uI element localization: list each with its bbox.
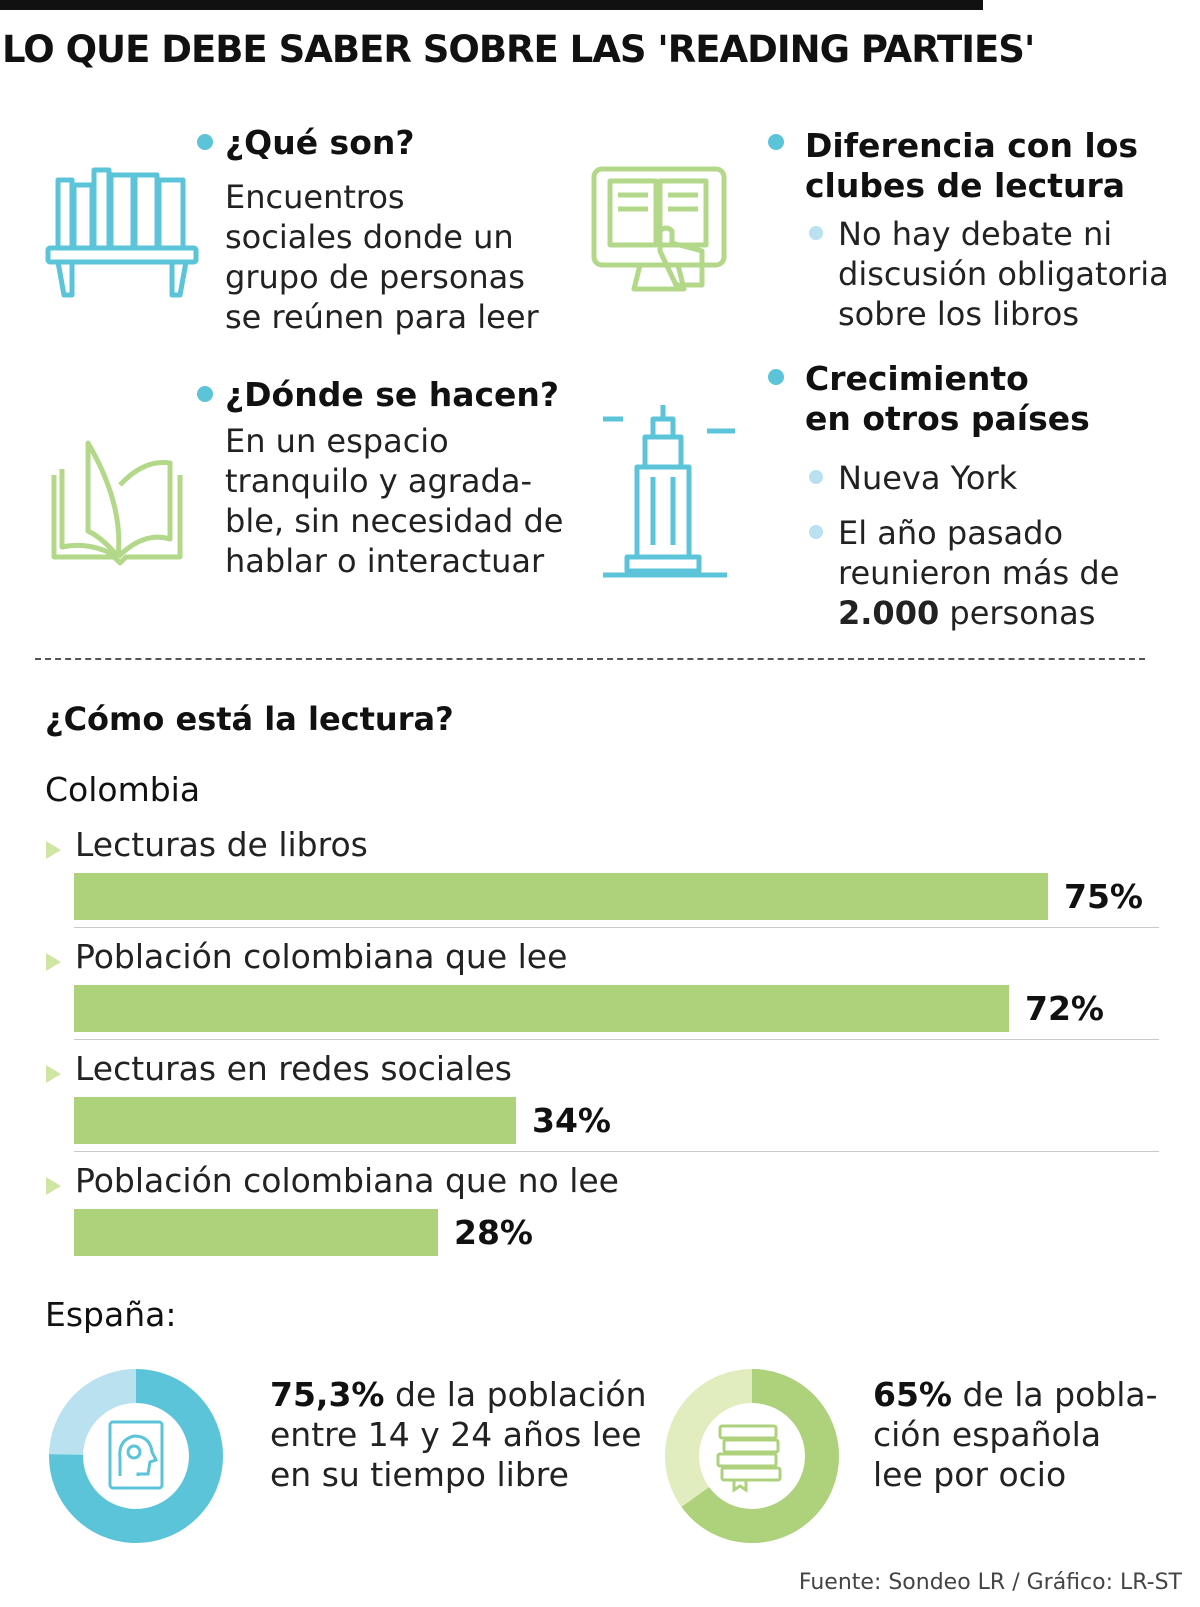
top-rule — [0, 0, 983, 10]
colombia-label: Colombia — [45, 770, 201, 809]
bullet-dot — [197, 386, 213, 402]
donut-chart-2 — [665, 1369, 839, 1543]
bar-category-label: Lecturas de libros — [75, 825, 368, 864]
bar-value-label: 28% — [454, 1213, 533, 1252]
crecimiento-line: reunieron más de — [838, 554, 1120, 592]
donut-1-slice — [49, 1369, 223, 1543]
category-marker — [46, 1065, 61, 1083]
que-son-line: Encuentros — [225, 178, 405, 216]
row-separator — [74, 927, 1159, 928]
donut-2-slice — [665, 1369, 839, 1543]
donut-2-value: 65% — [873, 1375, 952, 1414]
bullet-dot — [768, 134, 784, 150]
stacked-books-icon — [716, 1424, 782, 1493]
bar-value-label: 34% — [532, 1101, 611, 1140]
bar — [74, 1209, 438, 1256]
donut-2-text-line: lee por ocio — [873, 1455, 1067, 1494]
category-marker — [46, 841, 61, 859]
bullet-dot — [768, 369, 784, 385]
crecimiento-line: El año pasado — [838, 514, 1064, 552]
bullet-dot — [197, 134, 213, 150]
head-book-icon — [108, 1420, 164, 1490]
crecimiento-count: 2.000 — [838, 594, 940, 632]
page-title: LO QUE DEBE SABER SOBRE LAS 'READING PAR… — [2, 28, 1035, 71]
bar — [74, 873, 1048, 920]
que-son-line: sociales donde un — [225, 218, 514, 256]
bar-category-label: Lecturas en redes sociales — [75, 1049, 512, 1088]
bar-value-label: 72% — [1025, 989, 1104, 1028]
sub-bullet-dot — [809, 470, 823, 484]
donut-1-text-line: entre 14 y 24 años lee — [270, 1415, 642, 1454]
bar — [74, 1097, 516, 1144]
bar-category-label: Población colombiana que lee — [75, 937, 568, 976]
ebook-screen-icon — [591, 166, 727, 292]
row-separator — [74, 1039, 1159, 1040]
donut-2-text-line: de la pobla- — [962, 1375, 1158, 1414]
donut-2-text: 65% de la pobla- — [873, 1375, 1158, 1415]
donut-1-text: 75,3% de la población — [270, 1375, 647, 1415]
espana-label: España: — [45, 1295, 177, 1334]
que-son-heading: ¿Qué son? — [225, 123, 415, 162]
diferencia-heading: Diferencia con los — [805, 126, 1139, 165]
sub-bullet-dot — [809, 226, 823, 240]
diferencia-heading: clubes de lectura — [805, 166, 1126, 205]
que-son-line: grupo de personas — [225, 258, 525, 296]
crecimiento-count-rest: personas — [939, 594, 1096, 632]
donut-1-value: 75,3% — [270, 1375, 385, 1414]
donde-line: ble, sin necesidad de — [225, 502, 564, 540]
donde-line: hablar o interactuar — [225, 542, 545, 580]
donde-heading: ¿Dónde se hacen? — [225, 375, 560, 414]
diferencia-line: No hay debate ni — [838, 215, 1113, 253]
bar — [74, 985, 1009, 1032]
section-divider — [35, 658, 1145, 660]
diferencia-line: discusión obligatoria — [838, 255, 1169, 293]
source-note: Fuente: Sondeo LR / Gráfico: LR-ST — [798, 1570, 1182, 1595]
diferencia-line: sobre los libros — [838, 295, 1079, 333]
crecimiento-nueva-york: Nueva York — [838, 459, 1018, 497]
donde-line: tranquilo y agrada- — [225, 462, 532, 500]
donde-line: En un espacio — [225, 422, 449, 460]
que-son-line: se reúnen para leer — [225, 298, 539, 336]
donut-2-text-line: ción española — [873, 1415, 1102, 1454]
crecimiento-heading: en otros países — [805, 399, 1090, 438]
sub-bullet-dot — [809, 525, 823, 539]
donut-1-text-line: en su tiempo libre — [270, 1455, 569, 1494]
skyscraper-icon — [603, 405, 735, 578]
category-marker — [46, 953, 61, 971]
reading-title: ¿Cómo está la lectura? — [45, 700, 454, 738]
crecimiento-count-line: 2.000 personas — [838, 593, 1095, 633]
crecimiento-heading: Crecimiento — [805, 359, 1029, 398]
bar-category-label: Población colombiana que no lee — [75, 1161, 619, 1200]
bar-value-label: 75% — [1064, 877, 1143, 916]
category-marker — [46, 1177, 61, 1195]
donut-1-text-line: de la población — [395, 1375, 647, 1414]
open-book-icon — [51, 440, 183, 566]
bookshelf-icon — [45, 167, 199, 298]
row-separator — [74, 1151, 1159, 1152]
donut-chart-1 — [49, 1369, 223, 1543]
